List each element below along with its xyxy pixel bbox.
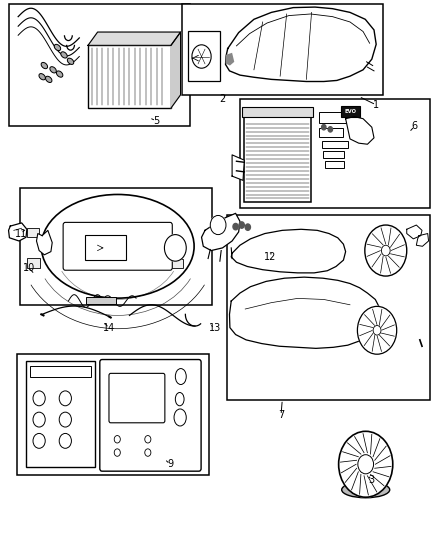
Circle shape xyxy=(59,433,71,448)
Polygon shape xyxy=(232,155,244,180)
Circle shape xyxy=(365,225,407,276)
Circle shape xyxy=(145,435,151,443)
Bar xyxy=(227,215,430,400)
Polygon shape xyxy=(230,277,381,349)
Bar xyxy=(171,259,183,268)
Polygon shape xyxy=(226,53,234,66)
Bar xyxy=(85,235,126,260)
Polygon shape xyxy=(417,233,428,246)
FancyBboxPatch shape xyxy=(100,360,201,471)
Bar xyxy=(17,354,208,475)
Text: 12: 12 xyxy=(264,252,277,262)
Bar xyxy=(27,258,40,268)
Ellipse shape xyxy=(41,62,48,69)
Circle shape xyxy=(358,455,374,474)
Ellipse shape xyxy=(67,58,74,64)
Polygon shape xyxy=(201,213,240,251)
Circle shape xyxy=(145,449,151,456)
Bar xyxy=(20,188,212,305)
Ellipse shape xyxy=(61,52,67,58)
Bar xyxy=(325,161,344,167)
Bar xyxy=(242,107,313,117)
Bar xyxy=(319,128,343,137)
Bar xyxy=(244,117,311,201)
Bar xyxy=(318,112,348,123)
Circle shape xyxy=(59,391,71,406)
Polygon shape xyxy=(231,229,346,273)
Bar xyxy=(30,367,91,377)
Polygon shape xyxy=(226,7,376,82)
Circle shape xyxy=(328,127,332,132)
Text: 10: 10 xyxy=(22,263,35,272)
Text: 3: 3 xyxy=(369,475,375,485)
Ellipse shape xyxy=(50,67,57,73)
Bar xyxy=(9,4,190,126)
Circle shape xyxy=(164,235,186,261)
Polygon shape xyxy=(9,223,27,241)
Bar xyxy=(27,228,39,237)
Circle shape xyxy=(33,391,45,406)
Circle shape xyxy=(357,306,397,354)
Bar xyxy=(26,361,95,467)
Circle shape xyxy=(373,326,381,335)
Ellipse shape xyxy=(39,74,46,80)
Circle shape xyxy=(33,412,45,427)
Bar xyxy=(321,141,348,149)
Ellipse shape xyxy=(175,368,186,384)
Ellipse shape xyxy=(174,409,186,426)
Bar xyxy=(88,45,171,108)
Ellipse shape xyxy=(41,195,194,298)
Circle shape xyxy=(321,125,326,130)
Circle shape xyxy=(33,433,45,448)
Text: 9: 9 xyxy=(167,459,173,469)
Text: 6: 6 xyxy=(412,121,418,131)
Ellipse shape xyxy=(175,392,184,406)
Circle shape xyxy=(245,224,251,230)
Text: 11: 11 xyxy=(14,229,27,239)
Bar xyxy=(182,4,383,95)
Ellipse shape xyxy=(46,76,52,83)
Bar xyxy=(187,31,220,82)
Circle shape xyxy=(59,412,71,427)
Circle shape xyxy=(192,45,211,68)
FancyBboxPatch shape xyxy=(63,222,172,270)
Circle shape xyxy=(114,435,120,443)
Circle shape xyxy=(339,431,393,497)
Text: 2: 2 xyxy=(219,93,226,103)
Circle shape xyxy=(210,215,226,235)
Ellipse shape xyxy=(54,44,61,51)
Bar xyxy=(323,151,344,158)
Bar xyxy=(341,106,360,117)
Text: 13: 13 xyxy=(208,323,221,333)
Polygon shape xyxy=(36,230,52,255)
Bar xyxy=(240,99,430,208)
Text: 1: 1 xyxy=(373,100,379,110)
FancyBboxPatch shape xyxy=(109,373,165,423)
Text: 14: 14 xyxy=(103,323,115,333)
Text: 5: 5 xyxy=(153,116,159,126)
Polygon shape xyxy=(171,32,180,108)
Polygon shape xyxy=(346,117,374,144)
Ellipse shape xyxy=(342,482,390,498)
Bar xyxy=(86,297,117,304)
Polygon shape xyxy=(88,32,180,45)
Ellipse shape xyxy=(57,71,63,77)
Text: EVO: EVO xyxy=(344,109,357,114)
Circle shape xyxy=(239,222,244,228)
Text: 7: 7 xyxy=(278,410,284,421)
Polygon shape xyxy=(407,225,422,239)
Circle shape xyxy=(381,245,390,256)
Circle shape xyxy=(114,449,120,456)
Circle shape xyxy=(233,223,238,230)
